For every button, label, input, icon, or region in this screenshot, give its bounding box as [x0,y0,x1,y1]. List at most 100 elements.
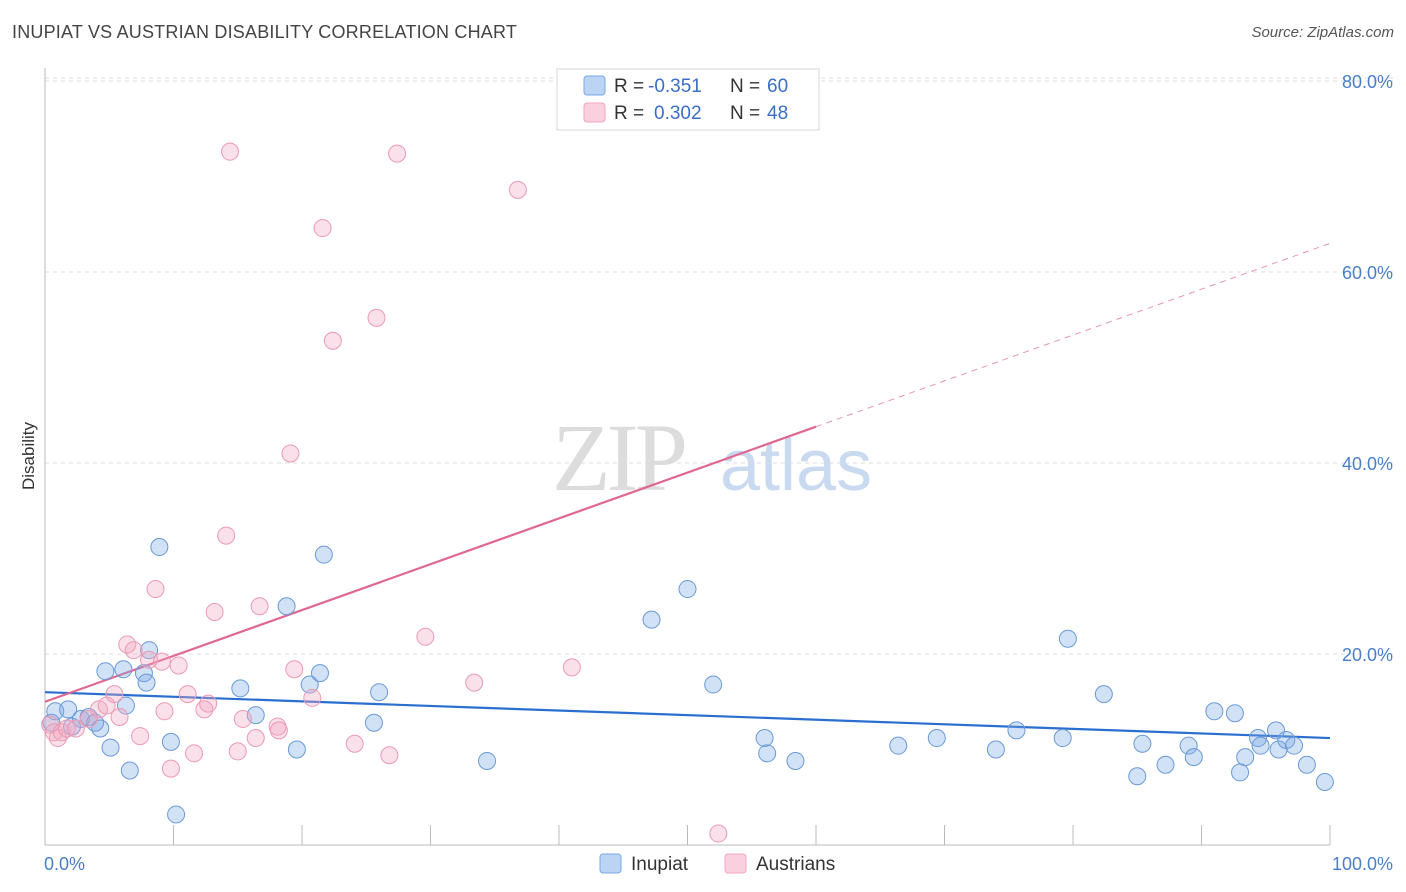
inupiat-point-10 [114,660,133,679]
y-tick-label-20: 20.0% [1342,645,1393,665]
y-tick-label-80: 80.0% [1342,72,1393,92]
austrians-point-9 [105,685,124,704]
stats-legend: R = -0.351 N = 60 R = 0.302 N = 48 [556,68,820,131]
inupiat-point-49 [1231,763,1250,782]
inupiat-n-value: 60 [767,76,788,97]
inupiat-point-17 [161,732,180,751]
austrians-point-13 [131,727,150,746]
inupiat-point-35 [889,736,908,755]
inupiat-point-26 [364,713,383,732]
inupiat-point-50 [1236,748,1255,767]
inupiat-point-32 [755,729,774,748]
austrians-point-23 [199,694,218,713]
inupiat-point-41 [1094,685,1113,704]
inupiat-point-9 [101,738,120,757]
austrians-point-12 [124,641,143,660]
austrians-point-35 [303,688,322,707]
austrians-point-41 [388,144,407,163]
austrians-point-38 [345,734,364,753]
inupiat-swatch [583,75,606,96]
inupiat-point-23 [300,675,319,694]
y-tick-label-40: 40.0% [1342,454,1393,474]
legend-austrians-swatch [724,853,747,874]
inupiat-point-34 [786,751,805,770]
inupiat-point-28 [478,751,497,770]
austrians-point-29 [246,729,265,748]
x-tick-label-min: 0.0% [44,854,85,874]
legend-inupiat-swatch [599,853,622,874]
austrians-point-40 [380,746,399,765]
inupiat-point-45 [1179,736,1198,755]
gridlines [45,77,1393,655]
inupiat-point-43 [1133,734,1152,753]
inupiat-point-14 [137,673,156,692]
austrians-point-45 [562,658,581,677]
inupiat-point-57 [1297,755,1316,774]
inupiat-point-22 [287,740,306,759]
y-axis-label: Disability [19,421,38,490]
inupiat-point-56 [1285,736,1304,755]
austrians-point-21 [185,744,204,763]
austrians-point-46 [709,824,728,843]
austrians-r-label: R = [614,103,644,124]
austrians-r-value: 0.302 [654,103,702,124]
inupiat-point-27 [370,683,389,702]
inupiat-point-37 [986,740,1005,759]
y-tick-labels: 20.0% 40.0% 60.0% 80.0% [1342,72,1393,665]
austrians-point-10 [110,708,129,727]
legend-inupiat-label: Inupiat [631,854,689,875]
austrians-point-44 [508,180,527,199]
austrians-trend-extension [815,242,1331,428]
y-tick-label-60: 60.0% [1342,263,1393,283]
austrians-point-20 [178,685,197,704]
watermark-atlas: atlas [720,426,872,506]
austrians-point-24 [205,602,224,621]
inupiat-n-label: N = [730,76,760,97]
inupiat-point-54 [1269,740,1288,759]
inupiat-point-21 [277,597,296,616]
inupiat-point-29 [642,610,661,629]
source-label: Source: ZipAtlas.com [1251,24,1394,41]
inupiat-point-24 [310,664,329,683]
inupiat-point-39 [1053,729,1072,748]
austrians-point-30 [250,597,269,616]
austrians-trend-line [44,425,817,703]
inupiat-r-value: -0.351 [648,76,702,97]
inupiat-point-44 [1156,755,1175,774]
inupiat-point-7 [91,719,110,738]
chart-title: INUPIAT VS AUSTRIAN DISABILITY CORRELATI… [12,22,518,42]
inupiat-point-38 [1007,721,1026,740]
austrians-point-42 [416,627,435,646]
axes [44,68,1331,846]
austrians-point-28 [233,709,252,728]
austrians-point-32 [269,721,288,740]
austrians-point-39 [367,308,386,327]
austrians-point-37 [323,331,342,350]
austrians-n-value: 48 [767,103,788,124]
inupiat-point-47 [1205,702,1224,721]
inupiat-point-2 [59,700,78,719]
austrians-point-27 [228,742,247,761]
inupiat-point-48 [1225,704,1244,723]
inupiat-point-18 [167,805,186,824]
inupiat-point-12 [120,761,139,780]
inupiat-point-40 [1058,629,1077,648]
trend-lines [44,242,1331,740]
inupiat-point-4 [71,709,90,728]
series-legend: Inupiat Austrians [599,853,835,875]
austrians-point-33 [281,444,300,463]
inupiat-point-58 [1315,772,1334,791]
austrians-point-18 [161,759,180,778]
inupiat-point-16 [150,538,169,557]
inupiat-point-25 [314,545,333,564]
inupiat-r-label: R = [614,76,644,97]
austrians-point-25 [217,526,236,545]
austrians-point-19 [169,656,188,675]
austrians-swatch [583,102,606,123]
austrians-point-5 [66,719,85,738]
inupiat-point-30 [678,580,697,599]
inupiat-point-33 [758,744,777,763]
austrians-point-43 [465,673,484,692]
austrians-point-16 [152,652,171,671]
